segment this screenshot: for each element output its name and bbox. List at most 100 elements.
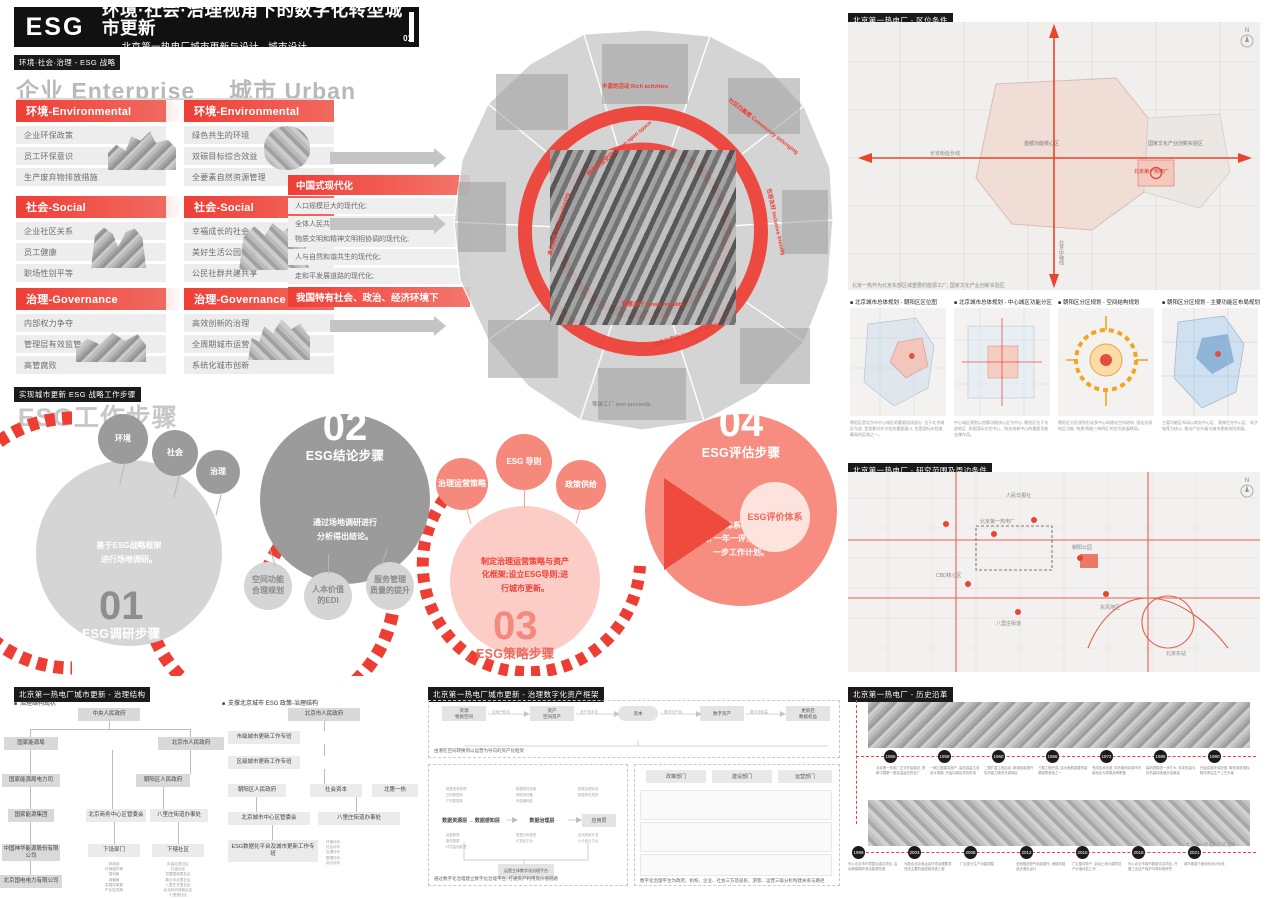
timeline-dot: 2008 — [964, 846, 977, 859]
history-photo-bottom — [868, 800, 1250, 846]
flow-arrow-label-4: 数字化权益 — [750, 710, 768, 714]
ln — [190, 729, 191, 737]
modernization-footer: 我国特有社会、政治、经济环境下 — [288, 286, 470, 307]
step-04-play-triangle — [664, 478, 732, 570]
modernization-title: 中国式现代化 — [288, 175, 470, 195]
scope-label-1: 北京第一热电厂 — [980, 519, 1016, 525]
step-03-desc: 制定治理运营策略与资产 化框架;设立ESG导则;进 行城市更新。 — [481, 556, 569, 593]
ln — [30, 861, 31, 875]
digital-flow-box — [428, 700, 840, 758]
esg-item: 系统化城市创新 — [184, 356, 334, 374]
step-04-label: ESG评估步骤 — [701, 445, 781, 460]
timeline-text: 为配合北京奥运会环境治理要求, 完成主要机组脱硫改造工程 — [904, 862, 953, 872]
digital-left-box — [428, 764, 628, 886]
gov-node-cbd: 北京商务中心区管委会 — [86, 809, 146, 822]
map-east-label: 国家文化产业创新实验区 — [1148, 141, 1204, 147]
left-flow-platform: 运营主体数字化治理平台 — [498, 864, 554, 879]
timeline-dot: 1958 — [938, 750, 951, 763]
ln — [324, 744, 325, 756]
modernization-item: 人口规模巨大的现代化; — [288, 197, 470, 214]
sub-map-4[interactable] — [1162, 308, 1258, 416]
flow-arrow-label-3: 数字化产品 — [664, 710, 682, 714]
timeline-dot: 2015 — [1076, 846, 1089, 859]
step-01-number: 01 — [99, 584, 144, 628]
timeline-dot: 2018 — [1132, 846, 1145, 859]
location-map[interactable]: 首都功能核心区 国家文化产业创新实验区 北京第一热电厂 长安街延长线 北京中轴线… — [848, 22, 1260, 290]
digital-right-caption: 数字化治理平台为政府、机构、企业、社会三方及居民、游客、运营三级分析构建关系与路… — [640, 878, 825, 883]
sub-map-1[interactable] — [850, 308, 946, 416]
ln — [30, 729, 190, 730]
timeline-text: 城市更新方案深化设计阶段 — [1184, 862, 1225, 866]
map-center-label: 首都功能核心区 — [1024, 141, 1060, 147]
page-subtitle: ——北京第一热电厂城市更新与设计 - 城市设计 — [102, 42, 308, 54]
compass-icon: N — [1240, 28, 1254, 50]
svg-text:数据分析模型: 数据分析模型 — [516, 832, 537, 837]
scope-label-4: CBD核心区 — [936, 573, 962, 579]
header-text-group: 环境·社会·治理视角下的数字化转型城市更新 ——北京第一热电厂城市更新与设计 -… — [94, 0, 417, 53]
ln — [30, 729, 31, 737]
ln — [272, 825, 273, 840]
esg-item: 内部权力争夺 — [16, 314, 166, 332]
gov2-node-capital: 社会资本 — [310, 784, 362, 797]
gov2-node-district-team: 区级城市更新工作专班 — [228, 756, 300, 769]
gov-node-balizhuang: 八里庄街道办事处 — [150, 809, 208, 822]
map-axis-v-label: 北京中轴线 — [1058, 240, 1064, 265]
gov-node-power-dept: 国家能源局电力司 — [2, 774, 60, 787]
svg-text:运营数据: 运营数据 — [446, 832, 460, 837]
ln — [356, 797, 357, 812]
timeline-dot: 1990 — [1208, 750, 1221, 763]
flow-node-4: 数字资产 — [700, 706, 744, 721]
title-underline — [18, 98, 318, 100]
scope-label-5: 八里庄街道 — [996, 621, 1022, 627]
esg-item: 高效创新的治理 — [184, 314, 334, 332]
timeline-line-bottom — [856, 852, 1256, 853]
ln — [324, 769, 325, 784]
ln — [109, 721, 110, 729]
svg-text:应用场景开发: 应用场景开发 — [578, 832, 599, 837]
grid-header-1: 政策部门 — [646, 770, 706, 783]
sub-map-3[interactable] — [1058, 308, 1154, 416]
ln — [256, 797, 257, 812]
history-end-note: 北京第一热电厂历史沿革 — [1186, 842, 1236, 847]
sub-map-2[interactable] — [954, 308, 1050, 416]
step-circle-01: 基于ESG战略框架 进行场地调研。 — [36, 460, 222, 646]
step-04-label-group: 04 ESG评估步骤 — [701, 403, 781, 461]
sub-map-caption-1: 北京城市总体规划 - 朝阳区区位图 — [850, 298, 937, 306]
timeline-dot: 2012 — [1020, 846, 1033, 859]
ln — [112, 750, 113, 809]
timeline-text: 三期工程完成, 成为首都重要的能源保障基地之一 — [1038, 766, 1088, 776]
svg-text:环境监测数据: 环境监测数据 — [446, 844, 467, 849]
timeline-dot: 2021 — [1188, 846, 1201, 859]
sub-map-desc-3: 朝阳区分区规划形成多中心网络化空间结构, 强化东部地区功能, 构建'两轴三带四区… — [1058, 420, 1153, 431]
timeline-text: 列入北京市城市更新试点项目, 开展工业遗产保护与再利用研究 — [1128, 862, 1178, 872]
timeline-dot: 1999 — [852, 846, 865, 859]
timeline-dot: 1985 — [1154, 750, 1167, 763]
grid-header-2: 建设部门 — [712, 770, 772, 783]
svg-text:空间数据库: 空间数据库 — [446, 792, 464, 797]
research-scope-map[interactable]: 北京第一热电厂 人民日报社 朝阳公园 CBD核心区 八里庄街道 东风地区 北京东… — [848, 472, 1260, 672]
sub-map-desc-1: 朝阳区是北京市中心城区的重要组成部分, 位于北京城区东部, 是首都对外交往的重要… — [850, 420, 945, 437]
timeline-dot: 1972 — [1100, 750, 1113, 763]
map-site-label: 北京第一热电厂 — [1134, 169, 1170, 175]
step-circle-03: 制定治理运营策略与资产 化框架;设立ESG导则;进 行城市更新。 — [450, 506, 600, 656]
page-number: 01 — [403, 34, 412, 43]
step-01-bubble-env: 环境 — [98, 414, 148, 464]
left-flow-1: 数据资源层 → 数据感知层 — [442, 817, 500, 824]
svg-text:产权数据库: 产权数据库 — [446, 798, 464, 803]
esg-head-enterprise-env: 环境-Environmental — [16, 100, 166, 122]
gov-node-energy-bureau: 国家能源局 — [4, 737, 58, 750]
ring-label: 丰富的活动 Rich activities — [602, 84, 669, 90]
step-02-bubble-3: 服务管理 质量的提升 — [366, 562, 414, 610]
digital-left-caption: 通过数字化治理建立数字化治理平台, 打通资产利用及价值链路 — [434, 876, 558, 881]
flow-arrow-label-2: 资产资本化 — [580, 710, 598, 714]
location-map-note: 北京一热作为北京东部区域重要的能源工厂, 国家文化产业创新实验区 — [852, 283, 1005, 289]
svg-text:服务数据: 服务数据 — [446, 838, 460, 843]
timeline-dot: 1960 — [992, 750, 1005, 763]
scope-label-7: 北京东站 — [1166, 651, 1187, 657]
esg-head-enterprise-soc: 社会-Social — [16, 196, 166, 218]
sub-map-caption-2: 北京城市总体规划 - 中心城区功能分区 — [954, 298, 1052, 306]
svg-text:公众参与平台: 公众参与平台 — [578, 838, 599, 843]
svg-text:数据治理标准: 数据治理标准 — [578, 786, 599, 791]
step-03-bubble-3: 政策供给 — [556, 460, 606, 510]
